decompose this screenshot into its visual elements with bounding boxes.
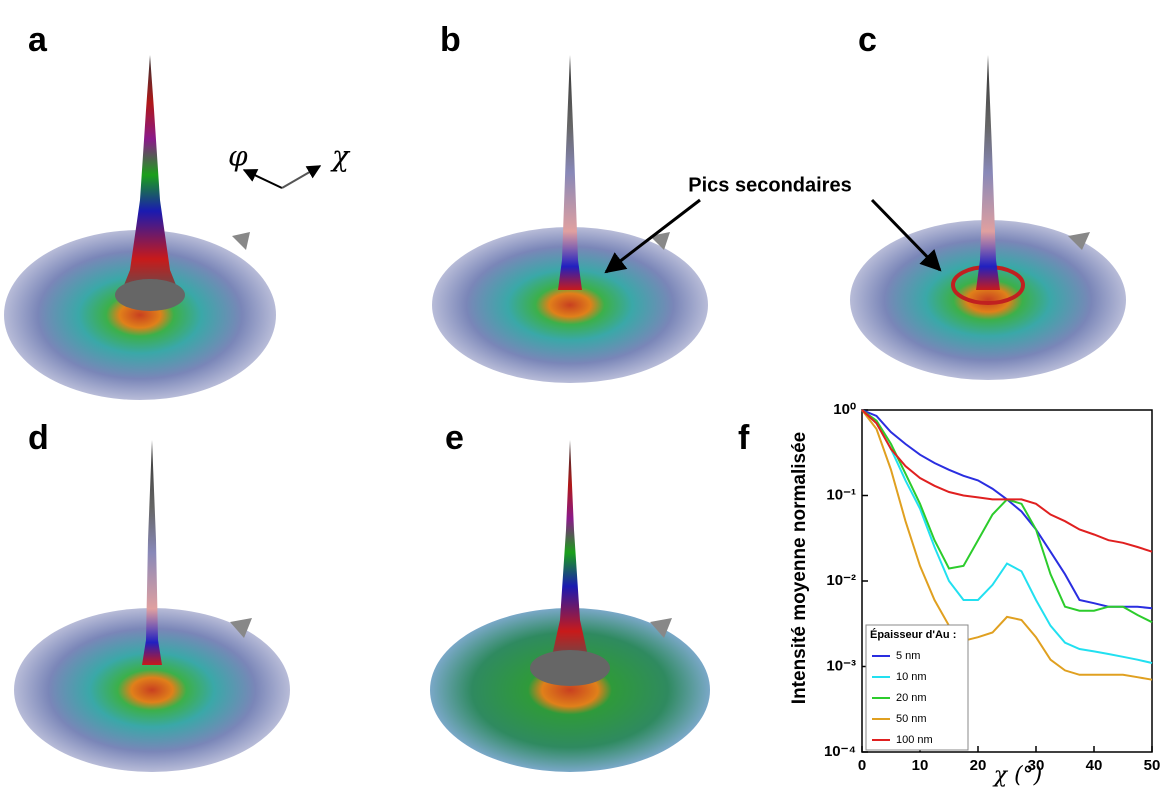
panel-label: b <box>440 21 461 59</box>
panel-d-surface <box>14 440 290 772</box>
x-tick-label: 40 <box>1086 757 1103 774</box>
x-axis-label: χ (°) <box>992 763 1043 788</box>
legend-title: Épaisseur d'Au : <box>870 628 956 641</box>
legend-label: 20 nm <box>896 692 927 704</box>
panel-label: d <box>28 419 49 457</box>
series-line <box>861 409 1153 664</box>
annotation-arrow <box>870 198 942 272</box>
panel-c-surface <box>850 55 1126 380</box>
series-line <box>861 409 1153 553</box>
axis-label-chi: χ <box>330 140 351 173</box>
legend-box <box>865 624 969 751</box>
panel-a-surface <box>4 55 276 400</box>
panel-e-surface <box>430 440 710 772</box>
panel-label: c <box>858 21 877 59</box>
panel-b-surface <box>432 55 708 383</box>
panel-label: f <box>738 419 750 457</box>
y-tick-label: 10⁻⁴ <box>824 743 856 760</box>
legend-label: 100 nm <box>896 734 933 746</box>
x-tick-label: 20 <box>970 757 987 774</box>
y-axis-label: Intensité moyenne normalisée <box>789 432 810 704</box>
legend-label: 50 nm <box>896 713 927 725</box>
axis-label-phi: φ <box>228 140 248 173</box>
y-tick-label: 10⁰ <box>833 401 856 418</box>
annotation: Pics secondaires <box>688 174 851 196</box>
x-tick-label: 10 <box>912 757 929 774</box>
chart: Intensité moyenne normalisée χ (°) <box>789 432 1042 788</box>
y-tick-label: 10⁻² <box>826 572 856 589</box>
y-tick-label: 10⁻³ <box>826 657 856 674</box>
orientation-arrows <box>242 165 322 189</box>
series-line <box>861 409 1153 681</box>
legend-label: 10 nm <box>896 671 927 683</box>
y-tick-label: 10⁻¹ <box>826 486 856 503</box>
x-tick-label: 50 <box>1144 757 1161 774</box>
legend-label: 5 nm <box>896 650 920 662</box>
panel-label: e <box>445 419 464 457</box>
annotation-arrow <box>604 198 701 274</box>
panel-label: a <box>28 21 48 59</box>
x-tick-label: 30 <box>1028 757 1045 774</box>
x-tick-label: 0 <box>858 757 866 774</box>
